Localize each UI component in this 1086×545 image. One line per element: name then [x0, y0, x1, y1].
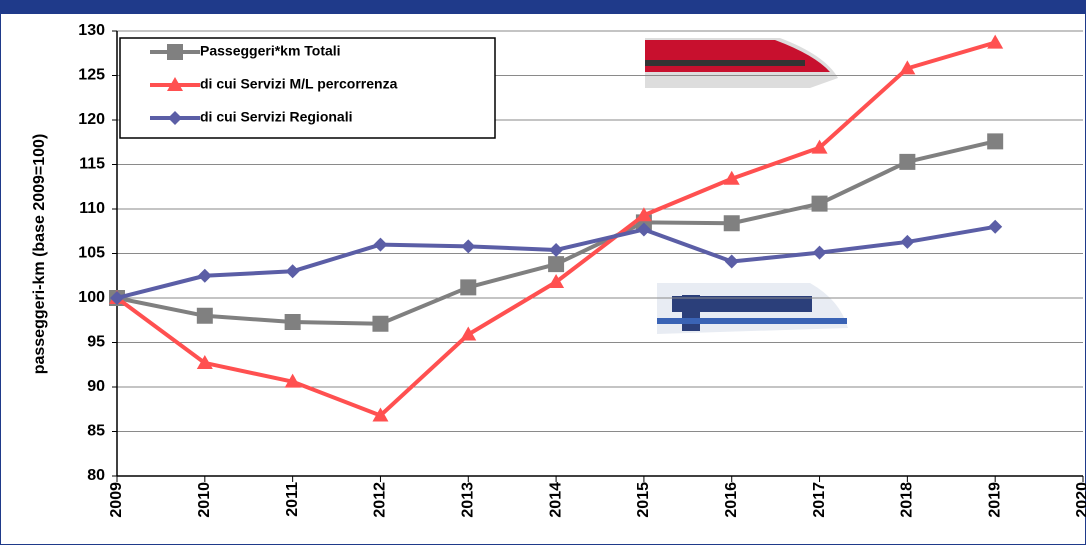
legend-marker [167, 44, 183, 60]
y-tick-label: 85 [87, 423, 105, 440]
y-tick-label: 95 [87, 334, 105, 351]
legend-label: Passeggeri*km Totali [200, 43, 341, 59]
data-point [197, 268, 212, 283]
data-point [548, 273, 565, 288]
y-tick-label: 130 [78, 22, 105, 39]
data-point [724, 254, 739, 269]
legend-label: di cui Servizi Regionali [200, 109, 352, 125]
data-point [284, 373, 301, 388]
data-point [460, 326, 477, 341]
x-tick-label: 2020 [1074, 482, 1086, 518]
y-tick-label: 80 [87, 467, 105, 484]
data-point [812, 245, 827, 260]
data-point [549, 242, 564, 257]
y-tick-label: 110 [79, 200, 105, 217]
y-tick-label: 125 [78, 67, 105, 84]
legend-marker [167, 77, 183, 91]
data-point [811, 139, 828, 154]
x-tick-label: 2017 [811, 482, 828, 518]
legend-box [119, 37, 496, 139]
y-tick-label: 90 [87, 378, 105, 395]
data-point [899, 153, 916, 170]
x-tick-label: 2012 [372, 482, 389, 518]
legend-marker [168, 111, 182, 125]
x-tick-label: 2019 [986, 482, 1003, 518]
x-tick-label: 2018 [899, 482, 916, 518]
train-image-bottom [657, 283, 848, 334]
y-tick-label: 105 [78, 245, 105, 262]
data-point [196, 307, 213, 324]
legend-label: di cui Servizi M/L percorrenza [200, 76, 398, 92]
data-point [900, 234, 915, 249]
header-band [0, 0, 1086, 13]
data-point [461, 239, 476, 254]
x-tick-label: 2010 [196, 482, 213, 518]
data-point [285, 264, 300, 279]
data-point [988, 219, 1003, 234]
data-point [636, 222, 651, 237]
data-point [635, 207, 652, 222]
x-tick-label: 2015 [635, 482, 652, 518]
data-point [987, 34, 1004, 49]
y-tick-label: 100 [78, 289, 105, 306]
x-tick-label: 2013 [459, 482, 476, 518]
x-tick-label: 2016 [723, 482, 740, 518]
data-point [196, 354, 213, 369]
data-point [460, 279, 477, 296]
y-axis-label: passeggeri-km (base 2009=100) [31, 134, 48, 375]
x-tick-label: 2014 [547, 482, 564, 518]
data-point [899, 60, 916, 75]
data-point [811, 195, 828, 212]
data-point [372, 315, 389, 332]
x-tick-label: 2009 [108, 482, 125, 518]
data-point [373, 237, 388, 252]
data-point [110, 291, 124, 305]
data-point [372, 407, 389, 422]
x-tick-label: 2011 [284, 482, 301, 517]
frame [0, 12, 1086, 545]
y-tick-label: 115 [79, 156, 105, 173]
data-point [548, 256, 565, 273]
y-tick-label: 120 [78, 111, 105, 128]
data-point [723, 170, 740, 185]
data-point [987, 133, 1004, 150]
data-point [723, 215, 740, 232]
data-point [284, 314, 301, 331]
